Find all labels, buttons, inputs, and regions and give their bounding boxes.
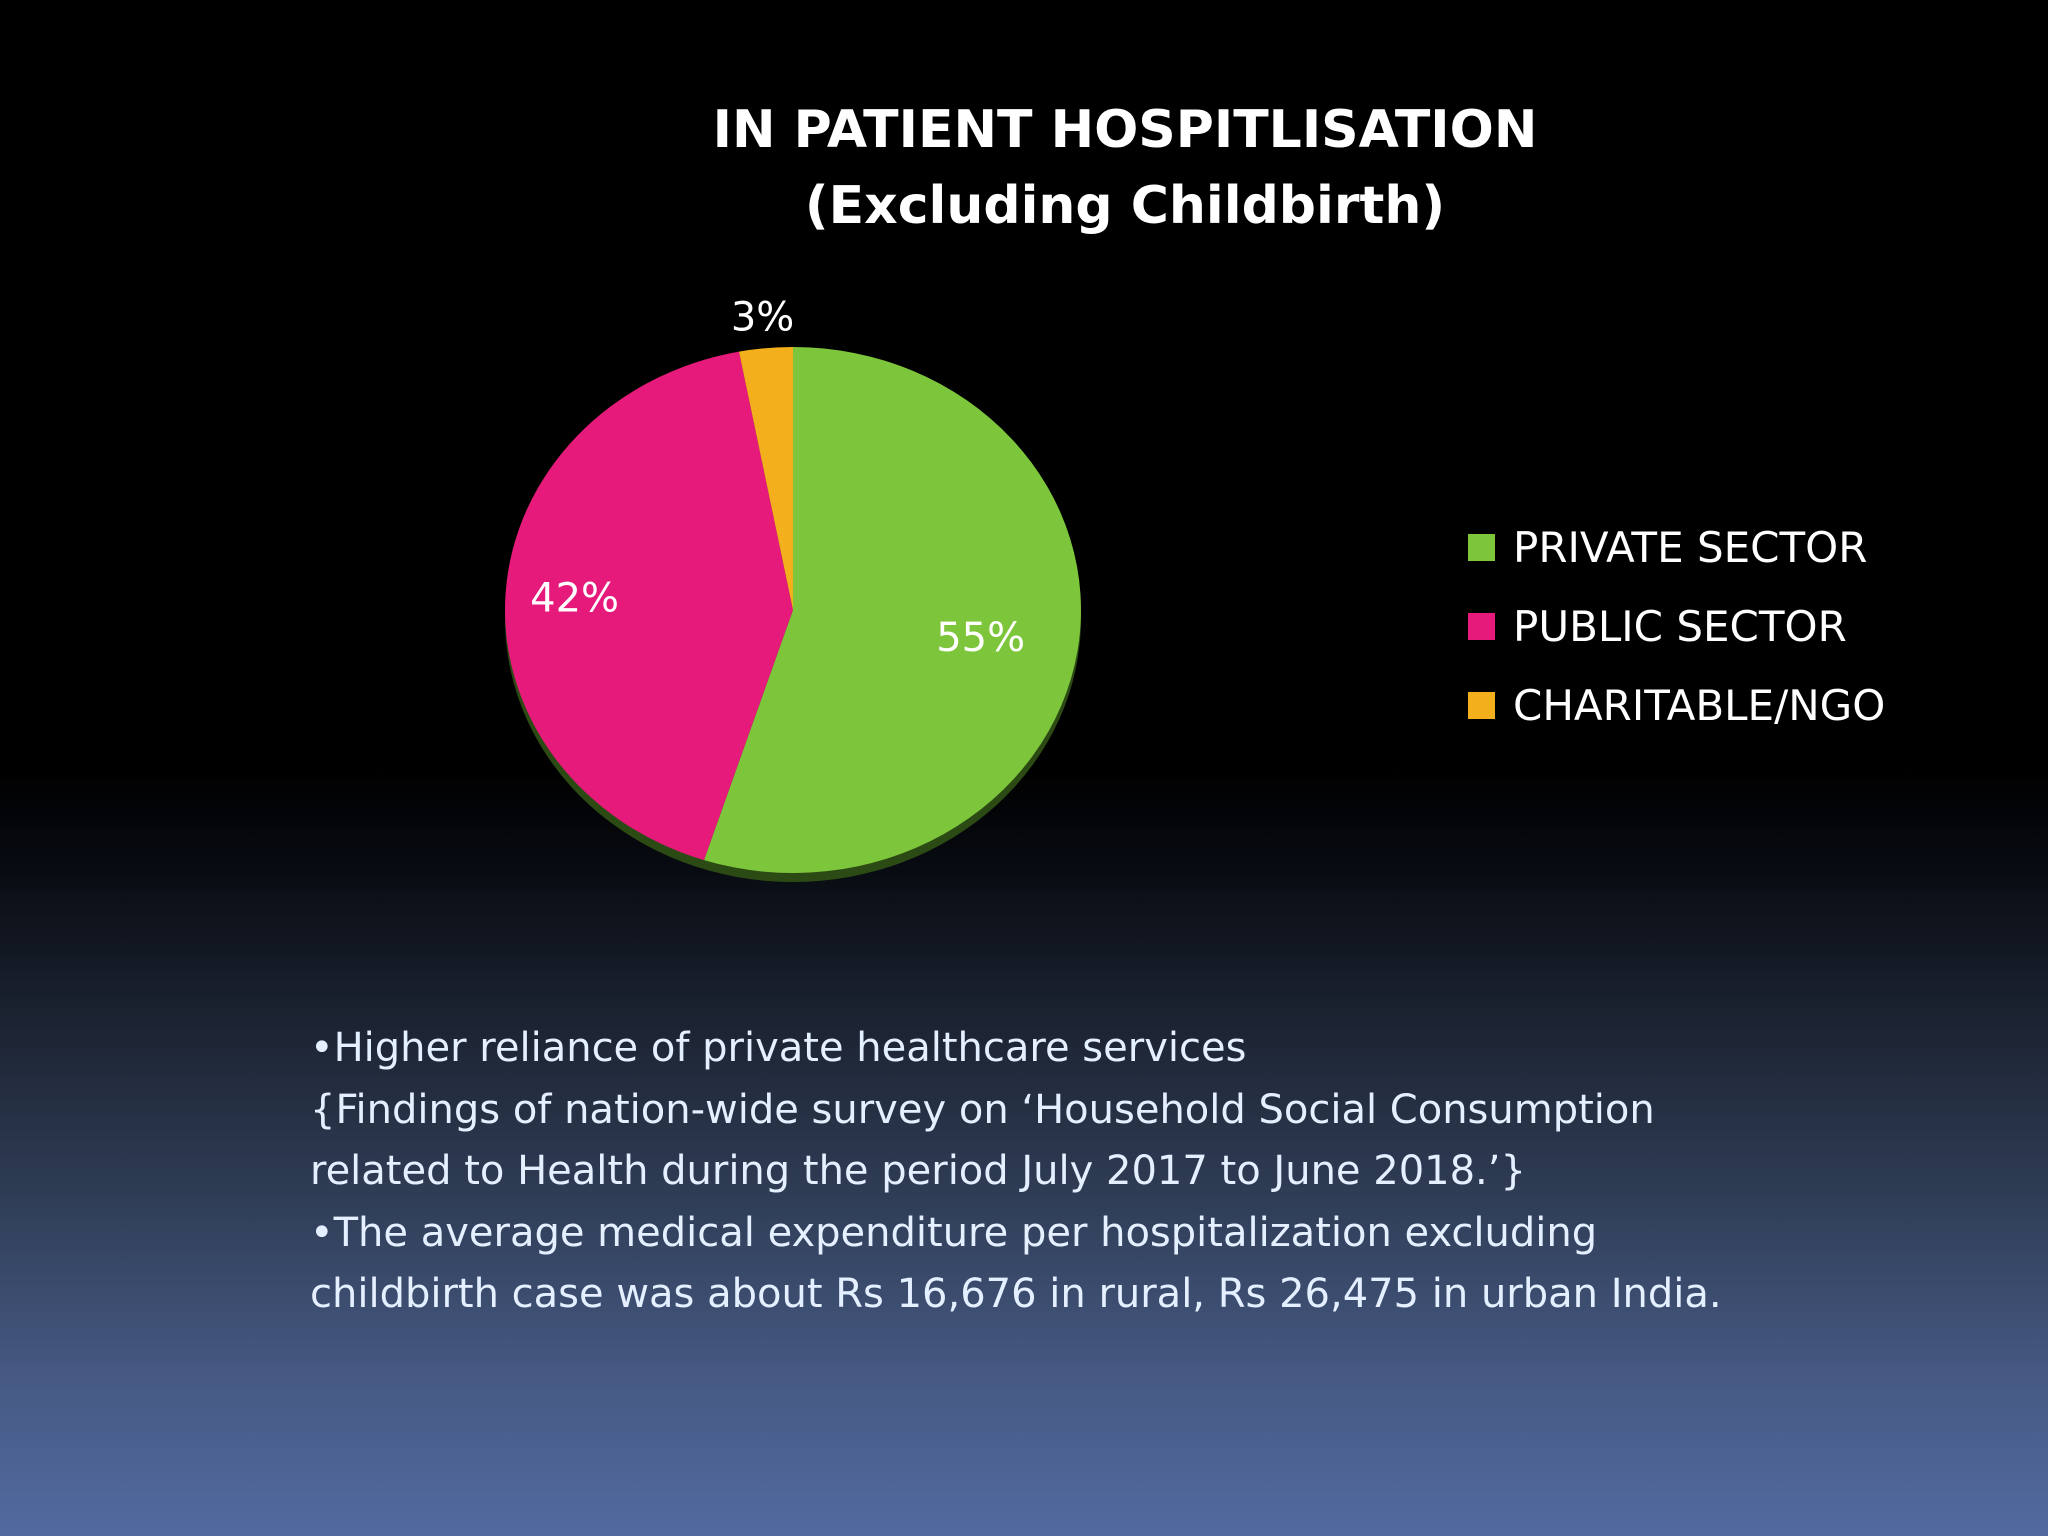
pie-slice-public: [504, 351, 793, 861]
chart-title-block: IN PATIENT HOSPITLISATION (Excluding Chi…: [600, 92, 1650, 244]
chart-legend: PRIVATE SECTOR PUBLIC SECTOR CHARITABLE/…: [1468, 508, 2028, 745]
slide-body-text: •Higher reliance of private healthcare s…: [310, 1018, 2010, 1326]
body-line-4: •The average medical expenditure per hos…: [310, 1209, 1598, 1256]
pie-slice-private: [704, 347, 1081, 873]
legend-swatch-charitable: [1468, 692, 1495, 719]
legend-item-private: PRIVATE SECTOR: [1468, 508, 2028, 587]
data-label-public: 42%: [530, 575, 619, 621]
chart-title: IN PATIENT HOSPITLISATION: [712, 100, 1538, 160]
legend-swatch-private: [1468, 534, 1495, 561]
body-line-2: {Findings of nation-wide survey on ‘Hous…: [310, 1086, 1655, 1133]
body-line-5: childbirth case was about Rs 16,676 in r…: [310, 1271, 1722, 1317]
legend-label-public: PUBLIC SECTOR: [1513, 602, 1847, 651]
data-label-private: 55%: [936, 615, 1025, 661]
body-line-1: •Higher reliance of private healthcare s…: [310, 1025, 1247, 1071]
chart-subtitle: (Excluding Childbirth): [804, 176, 1446, 236]
legend-item-charitable: CHARITABLE/NGO: [1468, 666, 2028, 745]
data-label-charitable: 3%: [731, 295, 794, 341]
legend-item-public: PUBLIC SECTOR: [1468, 587, 2028, 666]
legend-label-private: PRIVATE SECTOR: [1513, 523, 1868, 572]
legend-label-charitable: CHARITABLE/NGO: [1513, 681, 1886, 730]
legend-swatch-public: [1468, 613, 1495, 640]
pie-slice-charitable: [739, 347, 793, 610]
body-line-3: related to Health during the period July…: [310, 1148, 1526, 1194]
